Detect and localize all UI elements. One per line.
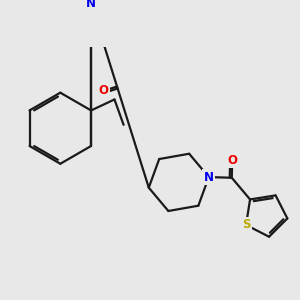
Text: O: O [98, 84, 109, 97]
Text: N: N [204, 171, 214, 184]
Text: N: N [86, 0, 96, 10]
Text: S: S [242, 218, 250, 232]
Text: O: O [227, 154, 237, 167]
